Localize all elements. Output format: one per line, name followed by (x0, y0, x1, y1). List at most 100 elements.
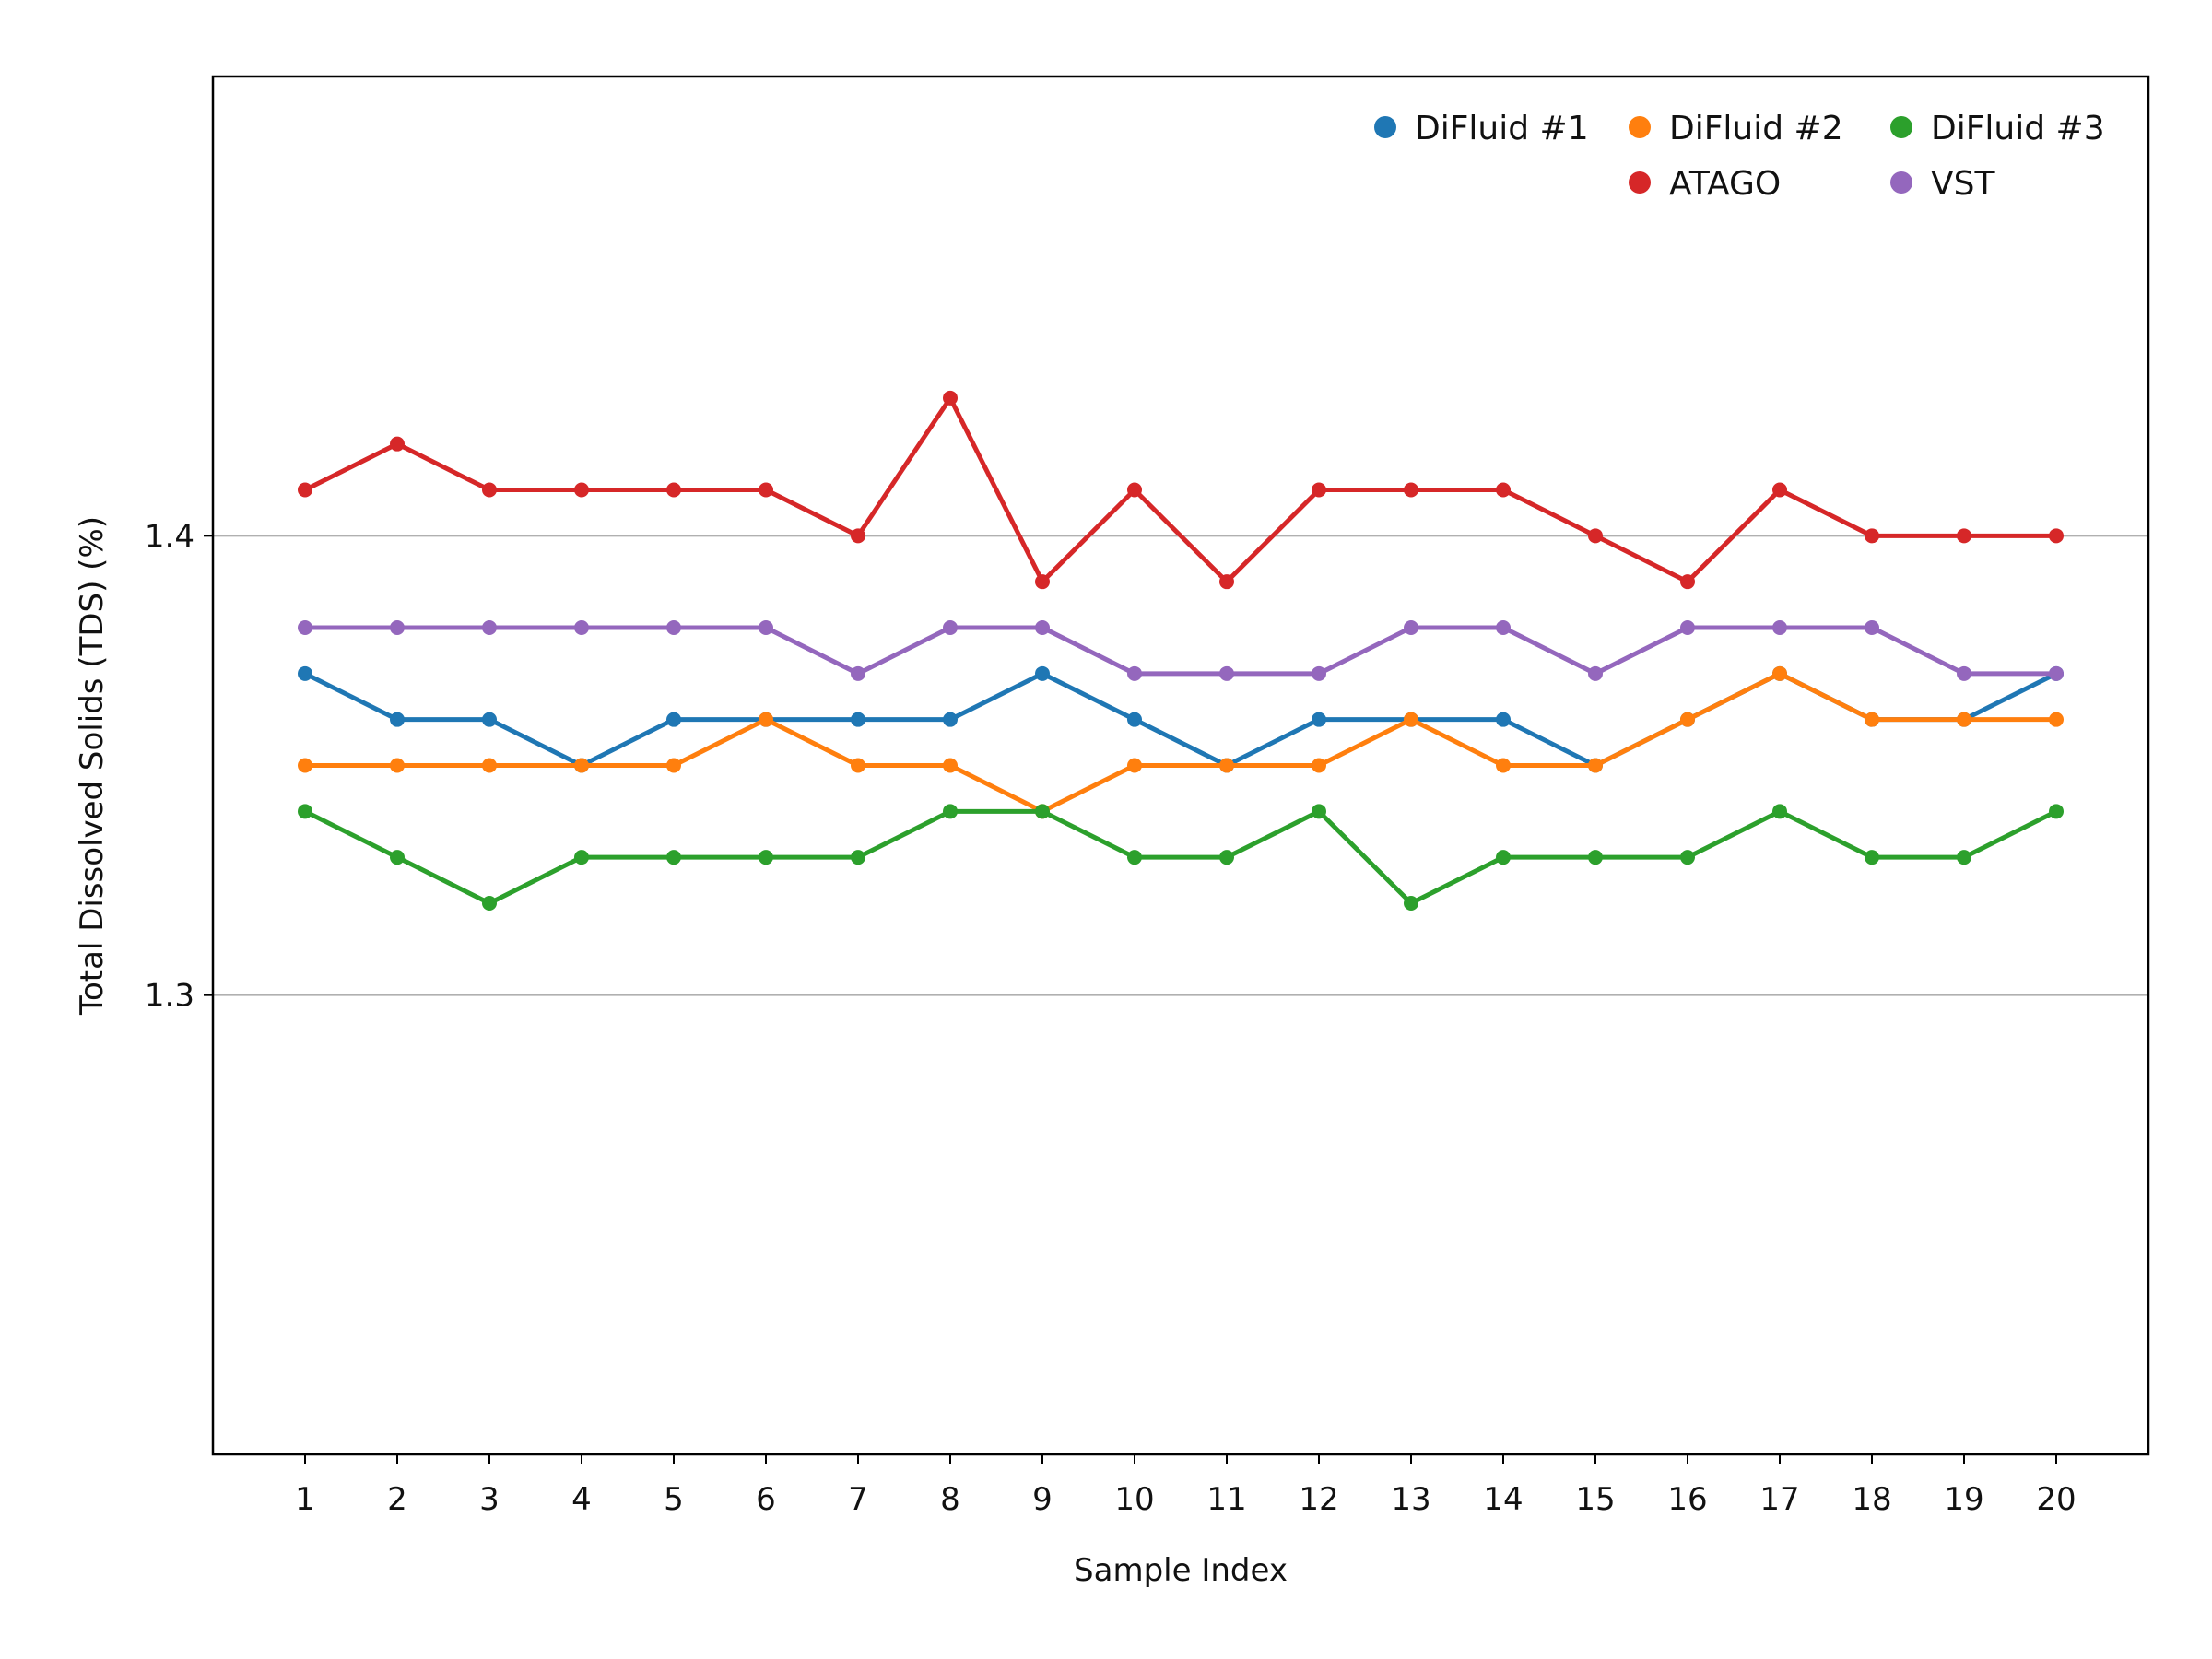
x-tick-label: 11 (1206, 1481, 1246, 1518)
data-point (390, 620, 405, 635)
data-point (666, 712, 681, 727)
legend: DiFluid #1 DiFluid #2 DiFluid #3 ATAGO VST (1374, 110, 2105, 203)
data-point (1588, 850, 1603, 865)
x-tick-label: 6 (756, 1481, 776, 1518)
data-point (482, 758, 497, 773)
data-point (1496, 620, 1511, 635)
data-point (482, 482, 497, 498)
x-tick-label: 4 (571, 1481, 592, 1518)
data-point (1312, 804, 1326, 819)
data-point (2049, 712, 2064, 727)
series-vst (298, 620, 2064, 681)
data-point (1865, 850, 1879, 865)
data-point (574, 620, 589, 635)
data-point (1035, 574, 1050, 590)
data-point (1127, 758, 1142, 773)
data-point (2049, 528, 2064, 544)
x-axis-ticks: 1 2 3 4 5 6 7 8 9 10 11 12 13 14 15 16 17 18 19 20 (295, 1454, 2077, 1518)
data-point (2049, 665, 2064, 681)
legend-label: DiFluid #3 (1931, 110, 2105, 147)
x-tick-label: 5 (664, 1481, 684, 1518)
series-atago (298, 390, 2064, 590)
legend-item: ATAGO (1629, 165, 1781, 203)
data-point (1219, 758, 1234, 773)
data-point (851, 665, 865, 681)
data-point (1127, 850, 1142, 865)
data-point (759, 620, 773, 635)
series-line (303, 808, 2058, 906)
data-point (298, 758, 312, 773)
legend-item: DiFluid #3 (1890, 110, 2105, 147)
legend-marker (1374, 116, 1396, 138)
data-point (1496, 482, 1511, 498)
data-point (1865, 620, 1879, 635)
legend-label: ATAGO (1669, 165, 1781, 203)
x-tick-label: 12 (1299, 1481, 1338, 1518)
data-point (759, 712, 773, 727)
data-point (1404, 712, 1418, 727)
legend-marker (1629, 116, 1651, 138)
data-point (943, 758, 958, 773)
x-tick-label: 3 (479, 1481, 500, 1518)
data-point (390, 850, 405, 865)
y-axis-title: Total Dissolved Solids (TDS) (%) (74, 516, 111, 1016)
data-point (1404, 482, 1418, 498)
x-tick-label: 13 (1391, 1481, 1430, 1518)
data-point (1588, 758, 1603, 773)
legend-marker (1890, 171, 1912, 194)
data-point (943, 804, 958, 819)
data-point (2049, 804, 2064, 819)
data-point (1219, 850, 1234, 865)
data-point (1588, 528, 1603, 544)
data-point (298, 804, 312, 819)
data-point (298, 665, 312, 681)
x-tick-label: 16 (1667, 1481, 1707, 1518)
y-axis-ticks: 1.3 1.4 (145, 518, 213, 1015)
data-point (666, 850, 681, 865)
data-point (1035, 804, 1050, 819)
data-point (482, 896, 497, 911)
data-point (1035, 665, 1050, 681)
x-tick-label: 1 (295, 1481, 315, 1518)
data-point (1680, 850, 1695, 865)
data-point (1957, 712, 1971, 727)
legend-label: VST (1931, 165, 1995, 203)
legend-item: VST (1890, 165, 1995, 203)
series-line (305, 671, 2056, 814)
x-tick-label: 19 (1944, 1481, 1983, 1518)
data-point (1772, 665, 1787, 681)
y-tick-label: 1.4 (145, 518, 194, 555)
data-point (1588, 665, 1603, 681)
data-point (1127, 712, 1142, 727)
data-point (1772, 804, 1787, 819)
data-point (390, 712, 405, 727)
x-tick-label: 17 (1759, 1481, 1799, 1518)
legend-item: DiFluid #2 (1629, 110, 1843, 147)
data-point (1772, 620, 1787, 635)
data-point (390, 436, 405, 452)
data-point (1312, 712, 1326, 727)
data-point (666, 758, 681, 773)
data-point (759, 850, 773, 865)
data-point (1035, 620, 1050, 635)
data-point (1680, 620, 1695, 635)
legend-marker (1629, 171, 1651, 194)
data-point (1312, 758, 1326, 773)
x-tick-label: 10 (1114, 1481, 1154, 1518)
data-point (482, 620, 497, 635)
data-point (943, 712, 958, 727)
data-point (1312, 482, 1326, 498)
data-point (851, 850, 865, 865)
data-point (574, 482, 589, 498)
x-tick-label: 18 (1852, 1481, 1891, 1518)
data-point (943, 390, 958, 406)
data-point (1127, 665, 1142, 681)
series-line (305, 625, 2056, 677)
series-difluid-2 (298, 665, 2064, 819)
data-point (1772, 482, 1787, 498)
series-difluid-3 (298, 804, 2064, 911)
data-point (1957, 528, 1971, 544)
data-point (1865, 528, 1879, 544)
data-point (1496, 712, 1511, 727)
